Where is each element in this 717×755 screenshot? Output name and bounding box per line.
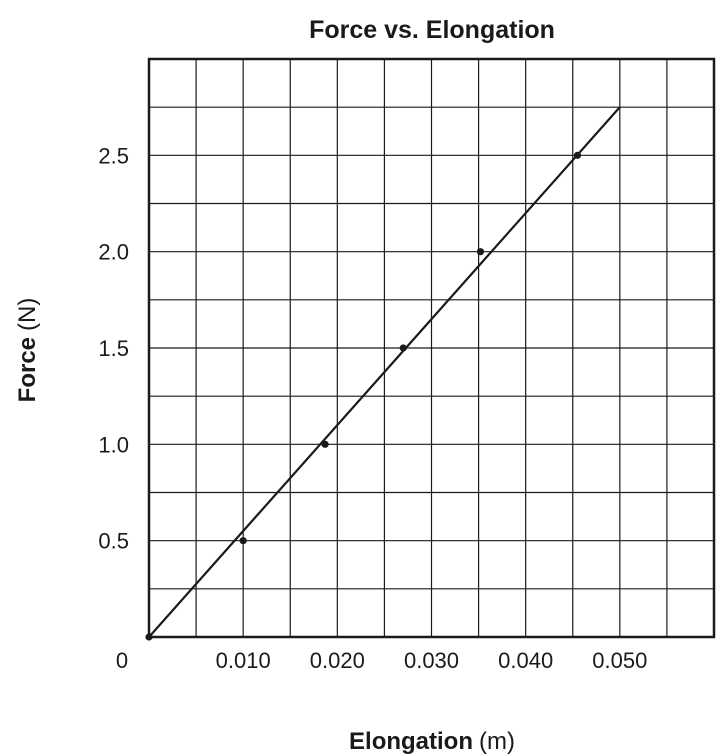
data-point bbox=[573, 151, 582, 159]
x-axis-label-name: Elongation bbox=[349, 728, 473, 755]
y-tick-label: 1.5 bbox=[98, 336, 129, 361]
x-tick-label: 0.030 bbox=[404, 648, 459, 673]
x-axis-label-unit: (m) bbox=[479, 728, 515, 755]
x-tick-labels: 0.010 0.020 0.030 0.040 0.050 bbox=[216, 648, 648, 673]
x-tick-label: 0.010 bbox=[216, 648, 271, 673]
x-axis-label: Elongation (m) bbox=[349, 728, 515, 755]
data-point bbox=[321, 440, 329, 448]
data-point bbox=[145, 633, 153, 641]
data-points bbox=[145, 151, 582, 641]
origin-label: 0 bbox=[116, 648, 128, 673]
x-tick-label: 0.040 bbox=[498, 648, 553, 673]
data-point bbox=[399, 344, 407, 352]
best-fit-line-group bbox=[148, 106, 621, 638]
y-axis-label-name: Force bbox=[14, 337, 41, 402]
y-tick-label: 2.5 bbox=[98, 143, 129, 168]
data-point bbox=[476, 248, 485, 256]
y-axis-label-unit: (N) bbox=[14, 298, 41, 331]
y-axis-label: Force (N) bbox=[14, 298, 41, 403]
y-tick-label: 2.0 bbox=[98, 240, 129, 265]
y-tick-label: 1.0 bbox=[98, 432, 129, 457]
y-tick-label: 0.5 bbox=[98, 529, 129, 554]
data-point bbox=[239, 537, 247, 545]
x-tick-label: 0.050 bbox=[592, 648, 647, 673]
grid bbox=[149, 59, 714, 637]
best-fit-line bbox=[148, 106, 621, 638]
y-tick-labels: 0.5 1.0 1.5 2.0 2.5 bbox=[98, 143, 129, 553]
chart-title: Force vs. Elongation bbox=[309, 16, 555, 44]
x-tick-label: 0.020 bbox=[310, 648, 365, 673]
plot-frame bbox=[147, 57, 716, 639]
